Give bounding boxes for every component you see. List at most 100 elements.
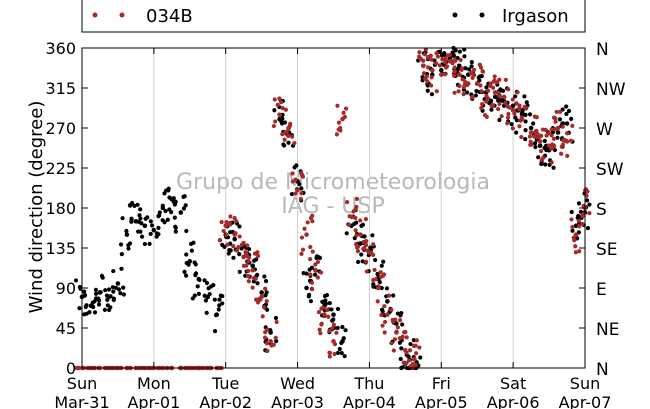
data-point — [560, 124, 565, 129]
data-point — [549, 160, 554, 165]
data-point — [466, 67, 472, 72]
data-point — [221, 228, 226, 234]
data-point — [345, 200, 350, 205]
data-point — [444, 64, 450, 69]
data-point — [503, 77, 508, 82]
data-point — [124, 228, 129, 234]
data-point — [222, 244, 227, 249]
data-point — [166, 188, 171, 193]
data-point — [573, 244, 578, 249]
data-point — [324, 293, 330, 298]
y-tick-label: 315 — [45, 79, 76, 98]
x-tick-day: Fri — [432, 374, 451, 393]
right-tick-label: W — [596, 120, 613, 140]
data-point — [585, 189, 590, 194]
data-point — [290, 171, 295, 176]
data-point — [484, 93, 489, 99]
data-point — [220, 293, 225, 299]
data-point — [228, 214, 233, 219]
data-point — [286, 133, 291, 139]
data-point — [497, 117, 502, 123]
data-point — [110, 285, 115, 290]
data-point — [305, 220, 310, 225]
data-point — [424, 74, 429, 79]
data-point — [271, 123, 276, 129]
data-point — [204, 280, 210, 286]
data-point — [570, 123, 575, 128]
data-point — [364, 269, 369, 274]
data-point — [371, 278, 376, 283]
data-point — [111, 289, 116, 294]
data-point — [335, 103, 340, 108]
data-point — [417, 54, 422, 59]
data-point — [457, 83, 462, 89]
data-point — [124, 232, 130, 237]
data-point — [339, 350, 344, 356]
data-point — [217, 237, 222, 243]
data-point — [202, 278, 207, 283]
data-point — [473, 93, 478, 98]
data-point — [379, 263, 384, 268]
data-point — [509, 122, 514, 127]
data-point — [406, 358, 412, 363]
data-point — [429, 75, 434, 80]
data-point — [519, 134, 524, 140]
watermark-line-1: Grupo de Micrometeorologia — [176, 170, 490, 195]
data-point — [156, 225, 161, 231]
data-point — [457, 49, 462, 54]
data-point — [452, 65, 457, 70]
data-point — [491, 85, 496, 90]
data-point — [453, 58, 458, 63]
data-point — [535, 132, 540, 137]
data-point — [318, 331, 323, 336]
data-point — [510, 97, 515, 102]
data-point — [464, 90, 470, 95]
data-point — [587, 202, 592, 207]
data-point — [275, 102, 280, 107]
data-point — [371, 252, 376, 257]
data-point — [231, 255, 236, 260]
data-point — [82, 293, 88, 298]
data-point — [160, 203, 165, 208]
data-point — [274, 319, 279, 325]
data-point — [492, 94, 498, 100]
data-point — [292, 165, 297, 170]
data-point — [386, 293, 392, 298]
data-point — [277, 96, 282, 101]
data-point — [304, 285, 309, 291]
data-point — [429, 57, 434, 62]
data-point — [505, 115, 511, 120]
data-point — [569, 116, 574, 121]
data-point — [485, 88, 491, 93]
data-point — [539, 161, 544, 167]
y-tick-label: 45 — [56, 319, 76, 338]
data-point — [237, 252, 242, 257]
data-point — [514, 101, 519, 106]
data-point — [317, 327, 322, 332]
data-point — [93, 291, 99, 296]
x-tick-date: Apr-05 — [415, 393, 468, 409]
data-point — [279, 119, 284, 124]
data-point — [469, 95, 474, 100]
data-point — [377, 280, 382, 285]
data-point — [429, 92, 434, 97]
data-point — [457, 72, 462, 77]
data-point — [456, 89, 461, 94]
data-point — [452, 69, 457, 74]
data-point — [462, 54, 467, 59]
data-point — [358, 218, 363, 223]
data-point — [126, 246, 131, 251]
data-point — [537, 143, 543, 149]
data-point — [522, 94, 527, 99]
data-point — [334, 132, 339, 137]
data-point — [455, 66, 461, 72]
data-point — [108, 305, 113, 310]
data-point — [239, 246, 244, 251]
data-point — [517, 103, 522, 108]
data-point — [501, 94, 507, 100]
data-point — [425, 65, 431, 70]
data-point — [105, 297, 110, 302]
data-point — [363, 216, 369, 222]
data-point — [559, 151, 564, 156]
data-point — [434, 89, 439, 94]
